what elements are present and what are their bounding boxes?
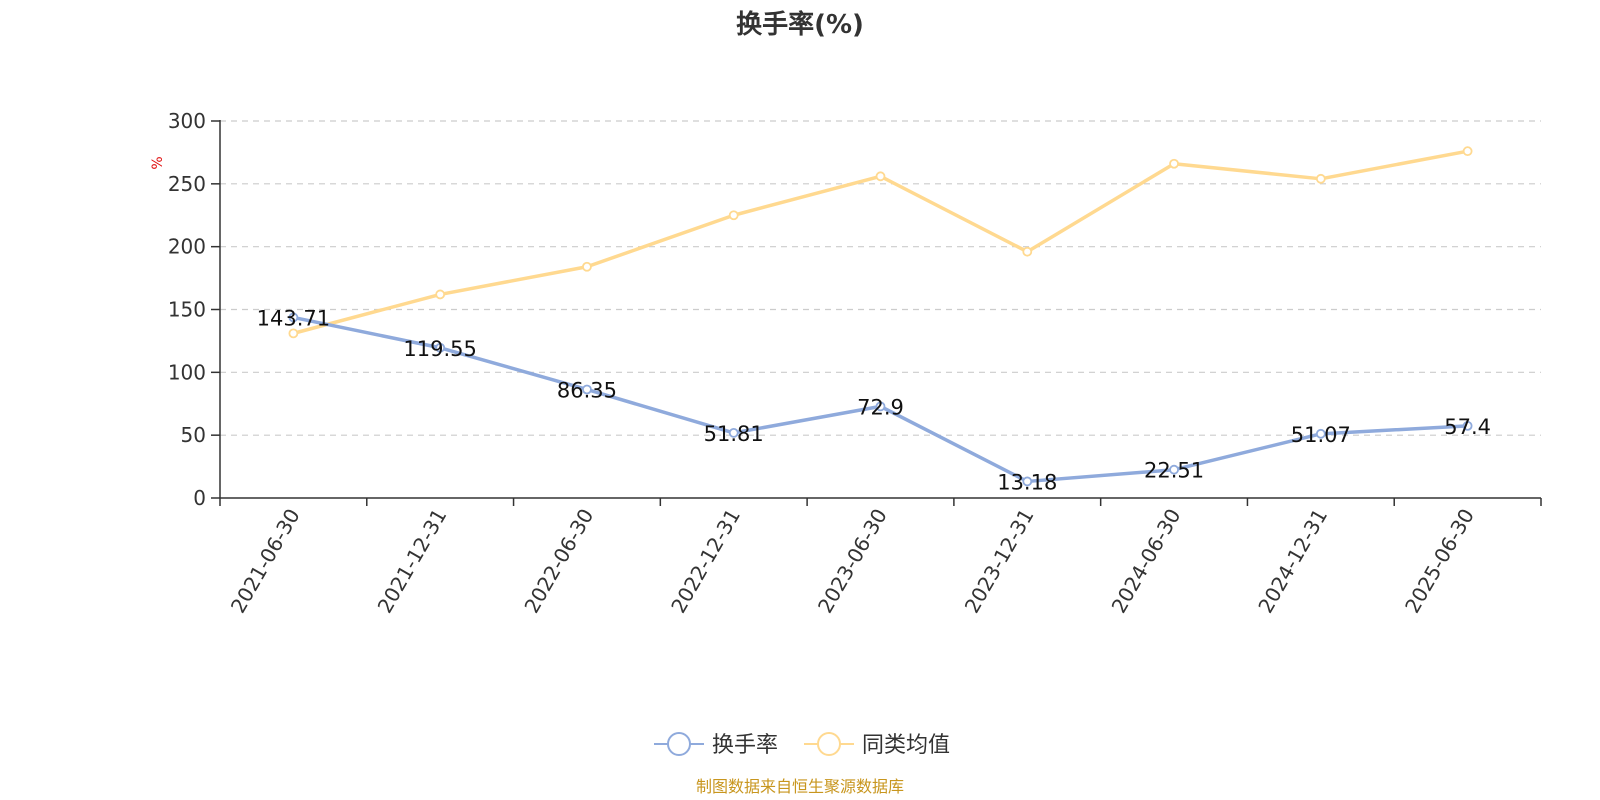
data-point — [1169, 158, 1179, 169]
x-tick-label: 2023-06-30 — [813, 505, 892, 618]
x-tick-label: 2022-12-31 — [666, 505, 745, 618]
source-note: 制图数据来自恒生聚源数据库 — [696, 777, 904, 796]
data-label: 86.35 — [557, 378, 617, 402]
x-tick-label: 2023-12-31 — [960, 505, 1039, 618]
legend: 换手率 同类均值 — [654, 732, 950, 758]
data-point — [288, 312, 299, 323]
y-tick-label: 100 — [168, 360, 206, 384]
data-point — [1315, 173, 1326, 184]
data-point — [1462, 146, 1473, 157]
data-label: 143.71 — [257, 306, 330, 330]
data-point — [288, 328, 299, 339]
x-tick-label: 2021-12-31 — [373, 505, 452, 618]
data-label: 57.4 — [1444, 415, 1491, 439]
y-tick-label: 0 — [193, 486, 206, 510]
data-label: 72.9 — [857, 395, 904, 419]
data-point — [1169, 464, 1179, 475]
data-point — [435, 342, 446, 353]
y-tick-label: 200 — [168, 235, 206, 259]
data-point — [728, 210, 739, 221]
chart-title: 换手率(%) — [736, 9, 864, 40]
data-point — [435, 289, 446, 300]
x-tick-label: 2024-12-31 — [1253, 505, 1332, 618]
data-point — [1462, 420, 1473, 431]
legend-marker — [817, 732, 841, 756]
legend-marker — [667, 732, 691, 756]
x-tick-label: 2025-06-30 — [1400, 505, 1479, 618]
data-point — [1022, 476, 1033, 487]
legend-label: 换手率 — [712, 733, 778, 758]
data-label: 22.51 — [1144, 459, 1204, 483]
data-labels: 143.71 119.55 86.35 51.81 72.9 13.18 22.51 51.0… — [257, 306, 1491, 494]
data-point — [728, 427, 739, 438]
y-axis-unit-label: % — [150, 156, 166, 169]
y-tick-label: 300 — [168, 109, 206, 133]
x-tick-label: 2022-06-30 — [519, 505, 598, 618]
y-tick-label: 50 — [181, 423, 206, 447]
data-label: 51.81 — [704, 422, 764, 446]
data-point — [1022, 246, 1033, 257]
data-point — [875, 401, 886, 412]
x-tick-label: 2021-06-30 — [226, 505, 305, 618]
y-tick-label: 150 — [168, 298, 206, 322]
data-label: 13.18 — [997, 470, 1057, 494]
series-lines — [288, 146, 1473, 487]
data-point — [582, 261, 592, 272]
data-point — [582, 384, 592, 395]
data-label: 119.55 — [403, 337, 476, 361]
data-label: 51.07 — [1291, 423, 1351, 447]
legend-label: 同类均值 — [862, 733, 950, 758]
data-point — [875, 171, 886, 182]
axes: 0 50 100 150 200 250 300 2021-06-30 2021-12-31 20… — [168, 109, 1542, 618]
data-point — [1315, 428, 1326, 439]
y-tick-label: 250 — [168, 172, 206, 196]
gridlines — [220, 120, 1541, 436]
x-tick-label: 2024-06-30 — [1106, 505, 1185, 618]
